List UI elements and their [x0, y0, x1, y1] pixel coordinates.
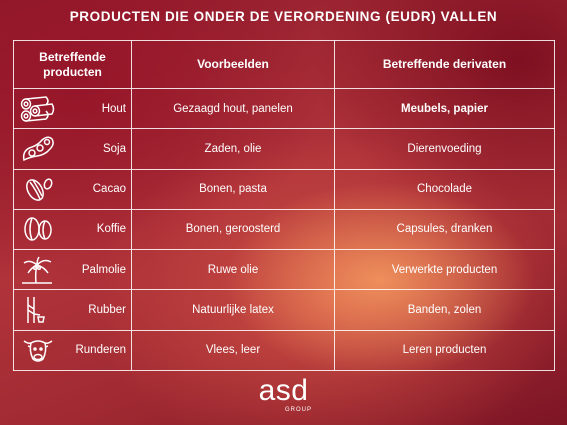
products-table: Betreffende producten Voorbeelden Betref…: [13, 40, 555, 372]
logo-subtitle: GROUP: [284, 407, 312, 413]
rubber-tapping-icon: [20, 295, 56, 325]
example-cell: Gezaagd hout, panelen: [131, 87, 335, 130]
product-label: Hout: [101, 102, 126, 115]
table-row: Koffie Bonen, geroosterd Capsules, drank…: [13, 208, 555, 251]
table-row: Soja Zaden, olie Dierenvoeding: [13, 128, 555, 170]
header-products: Betreffende producten: [13, 40, 132, 89]
example-cell: Vlees, leer: [131, 329, 335, 372]
asd-group-logo: asd GROUP: [0, 374, 567, 414]
derivative-cell: Banden, zolen: [334, 289, 555, 331]
example-cell: Natuurlijke latex: [131, 289, 335, 331]
derivative-cell: Verwerkte producten: [334, 249, 555, 291]
example-cell: Ruwe olie: [131, 249, 335, 291]
product-label: Cacao: [92, 183, 126, 196]
table-row: Cacao Bonen, pasta Chocolade: [13, 168, 555, 210]
product-label: Palmolie: [81, 263, 126, 276]
palm-tree-icon: [20, 255, 56, 285]
page-title: PRODUCTEN DIE ONDER DE VERORDENING (EUDR…: [69, 9, 498, 24]
derivative-cell: Capsules, dranken: [334, 208, 555, 251]
cow-icon: [20, 335, 56, 365]
product-label: Runderen: [75, 344, 126, 357]
derivative-cell: Dierenvoeding: [334, 128, 555, 170]
table-row: Runderen Vlees, leer Leren producten: [13, 329, 555, 372]
derivative-cell: Chocolade: [334, 168, 555, 210]
derivative-cell: Meubels, papier: [334, 87, 555, 130]
example-cell: Bonen, geroosterd: [131, 208, 335, 251]
product-label: Koffie: [96, 223, 126, 236]
soybean-icon: [20, 134, 56, 164]
header-derivatives: Betreffende derivaten: [334, 40, 555, 89]
product-label: Rubber: [88, 304, 126, 317]
product-label: Soja: [102, 142, 126, 155]
table-row: Rubber Natuurlijke latex Banden, zolen: [13, 289, 555, 331]
example-cell: Bonen, pasta: [131, 168, 335, 210]
table-row: Hout Gezaagd hout, panelen Meubels, papi…: [13, 87, 555, 130]
table-header-row: Betreffende producten Voorbeelden Betref…: [13, 40, 555, 89]
table-row: Palmolie Ruwe olie Verwerkte producten: [13, 249, 555, 291]
example-cell: Zaden, olie: [131, 128, 335, 170]
derivative-cell: Leren producten: [334, 329, 555, 372]
cocoa-pod-icon: [20, 174, 56, 204]
header-examples: Voorbeelden: [131, 40, 335, 89]
logs-icon: [20, 94, 56, 124]
coffee-beans-icon: [20, 214, 56, 244]
logo-wordmark: asd: [258, 374, 309, 407]
